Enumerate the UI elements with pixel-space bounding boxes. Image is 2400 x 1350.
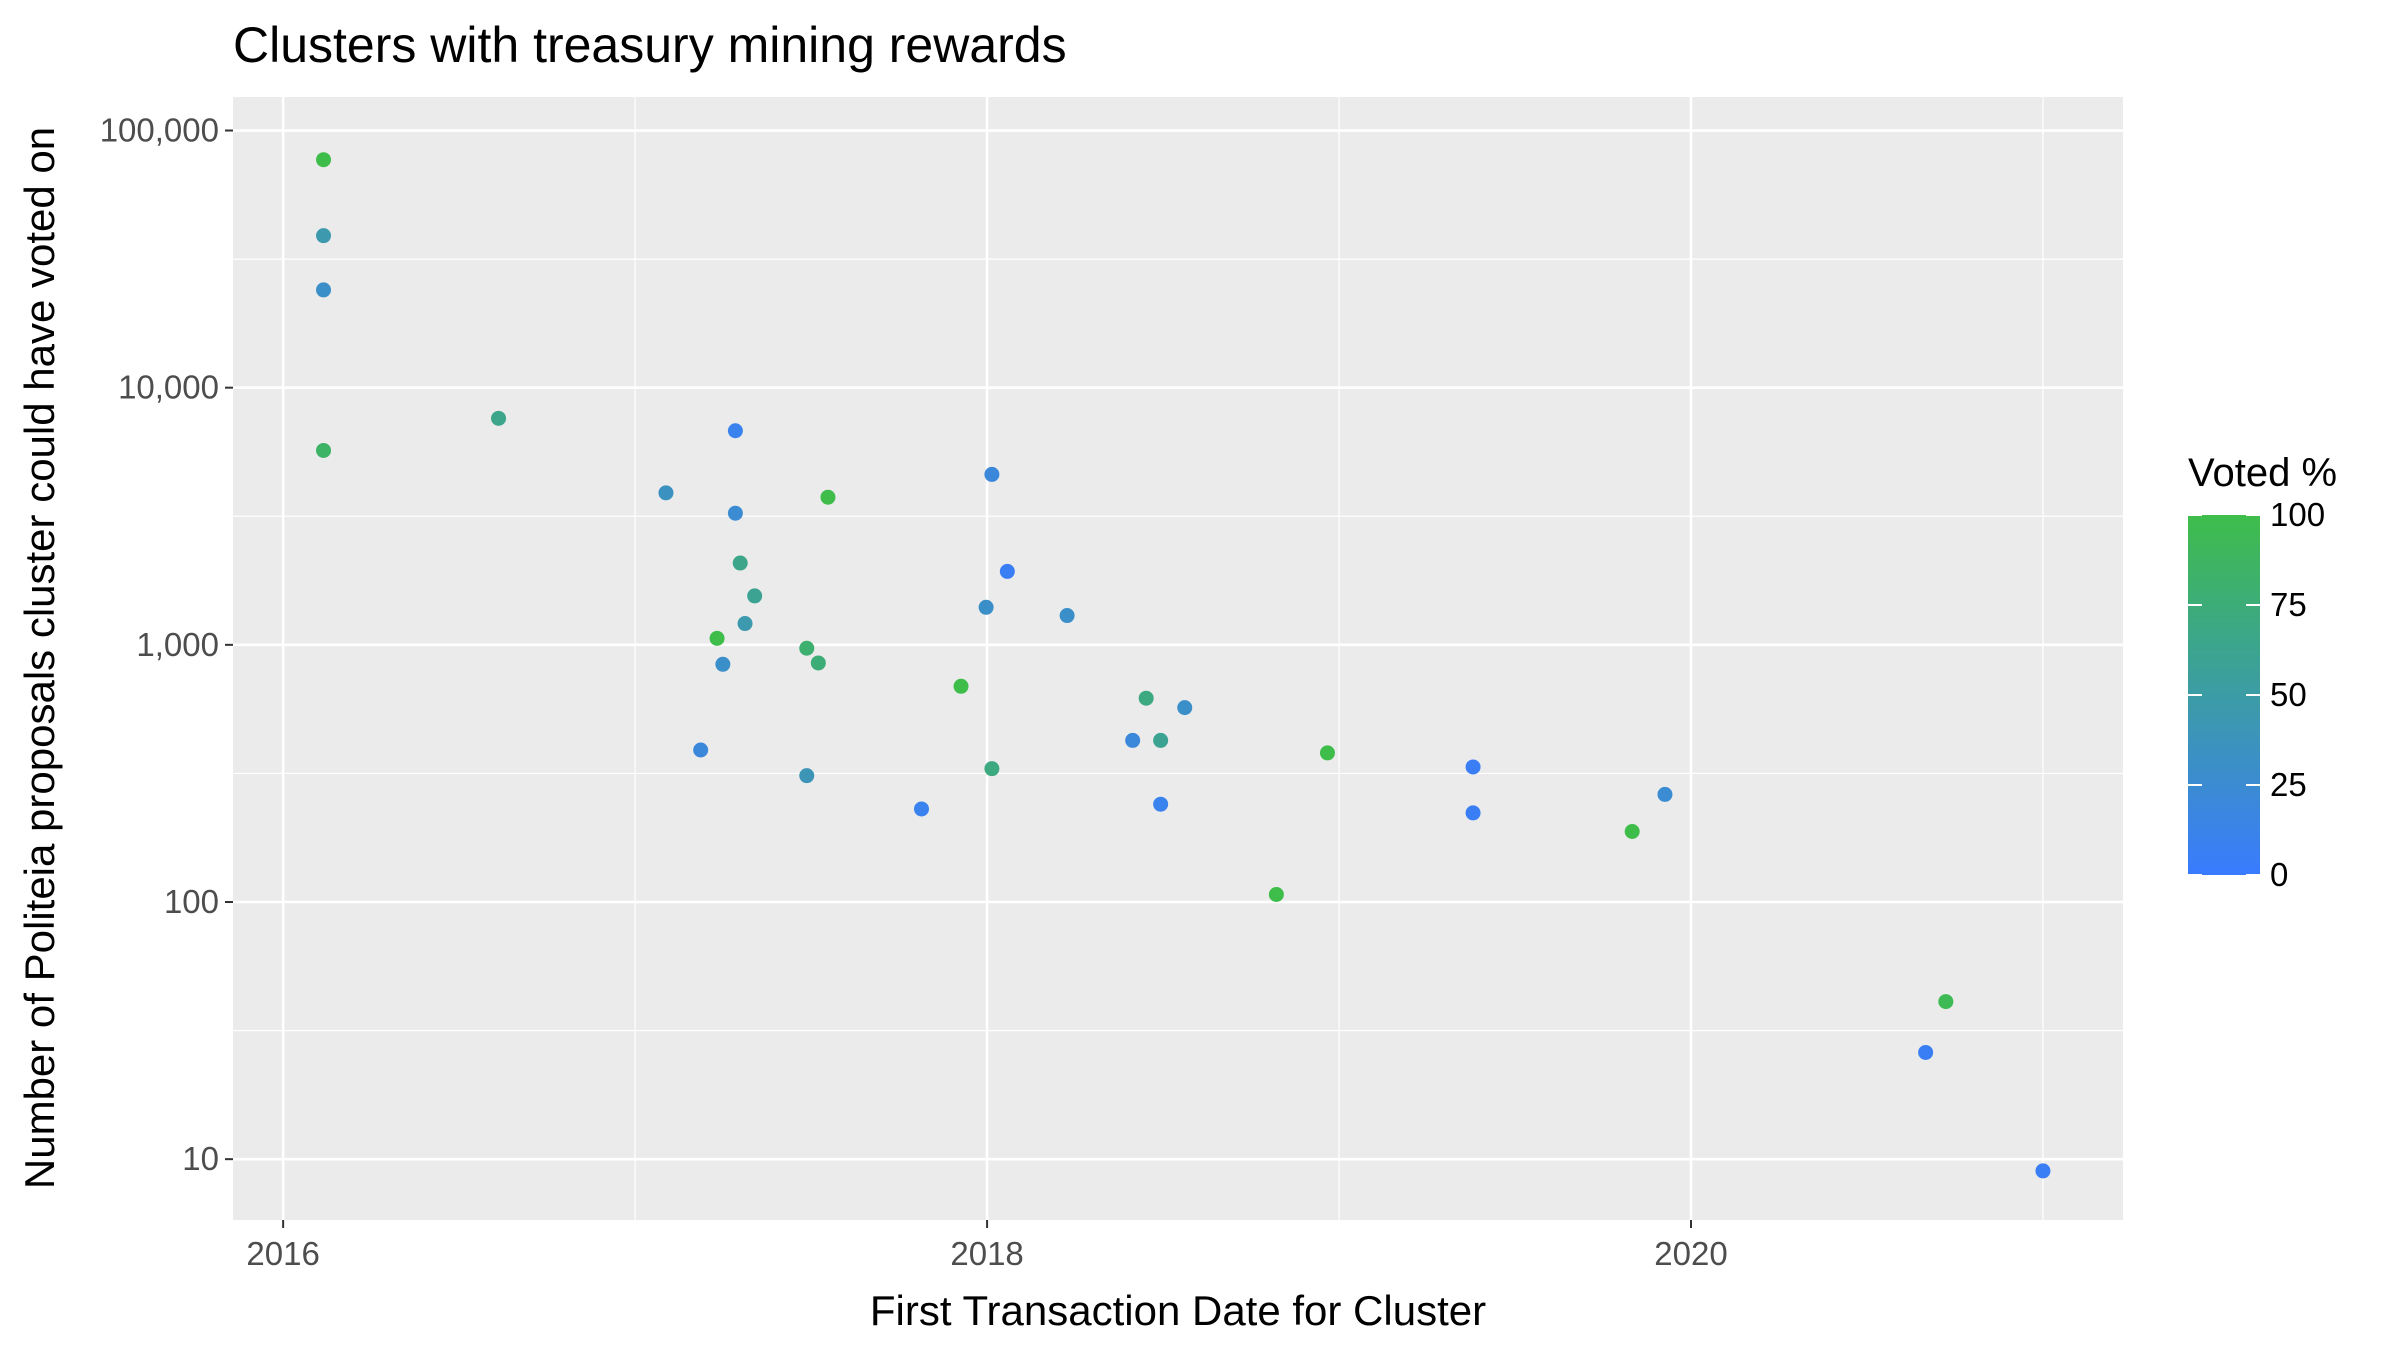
y-tick-label: 100,000 (100, 112, 219, 149)
data-point (1268, 886, 1284, 902)
data-point (1938, 994, 1954, 1010)
data-point (914, 801, 929, 817)
data-point (1465, 759, 1481, 775)
data-point (491, 410, 507, 426)
data-point (316, 228, 332, 244)
y-tick-label: 1,000 (136, 626, 219, 663)
data-point (984, 761, 1000, 777)
x-tick-label: 2018 (950, 1235, 1023, 1272)
data-point (799, 768, 815, 784)
x-axis-title: First Transaction Date for Cluster (870, 1287, 1486, 1334)
x-tick-label: 2020 (1654, 1235, 1727, 1272)
legend-tick-label: 50 (2270, 676, 2307, 713)
data-point (1918, 1044, 1934, 1060)
data-point (316, 282, 332, 298)
data-point (316, 152, 332, 168)
data-point (978, 599, 994, 615)
data-point (1465, 805, 1481, 821)
x-tick-label: 2016 (246, 1235, 319, 1272)
grid-lines (233, 97, 2123, 1220)
data-point (737, 616, 753, 632)
data-point (1138, 690, 1154, 706)
data-point (2035, 1163, 2051, 1179)
data-points (316, 152, 2051, 1179)
data-point (1125, 732, 1141, 748)
data-point (732, 555, 748, 571)
data-point (715, 656, 731, 672)
data-point (1319, 745, 1335, 761)
data-point (1624, 823, 1640, 839)
y-tick-label: 100 (164, 883, 219, 920)
data-point (810, 655, 826, 671)
data-point (820, 489, 836, 505)
data-point (727, 423, 743, 439)
data-point (709, 630, 725, 646)
legend-tick-label: 25 (2270, 766, 2307, 803)
data-point (1657, 786, 1673, 802)
legend-tick-label: 0 (2270, 856, 2288, 893)
legend-tick-label: 75 (2270, 586, 2307, 623)
y-tick-label: 10,000 (118, 369, 219, 406)
legend-ticks: 0 25 50 75 100 (2188, 496, 2325, 893)
legend: Voted % 0 25 50 75 100 (2188, 451, 2337, 893)
x-axis-ticks: 2016 2018 2020 (246, 1220, 1728, 1272)
legend-title: Voted % (2188, 451, 2337, 495)
data-point (999, 563, 1015, 579)
data-point (658, 485, 674, 501)
data-point (727, 505, 743, 521)
chart-title: Clusters with treasury mining rewards (233, 17, 1067, 73)
y-axis-title: Number of Politeia proposals cluster cou… (16, 127, 63, 1189)
data-point (984, 466, 1000, 482)
data-point (1059, 608, 1075, 624)
y-axis-ticks: 10 100 1,000 10,000 100,000 (100, 112, 233, 1177)
data-point (747, 588, 763, 604)
plot-panel (233, 97, 2123, 1220)
data-point (953, 678, 969, 694)
data-point (1177, 700, 1193, 716)
data-point (1153, 732, 1169, 748)
data-point (316, 442, 332, 458)
data-point (799, 640, 815, 656)
y-tick-label: 10 (182, 1140, 219, 1177)
data-point (1153, 796, 1169, 812)
data-point (693, 742, 709, 758)
legend-tick-label: 100 (2270, 496, 2325, 533)
